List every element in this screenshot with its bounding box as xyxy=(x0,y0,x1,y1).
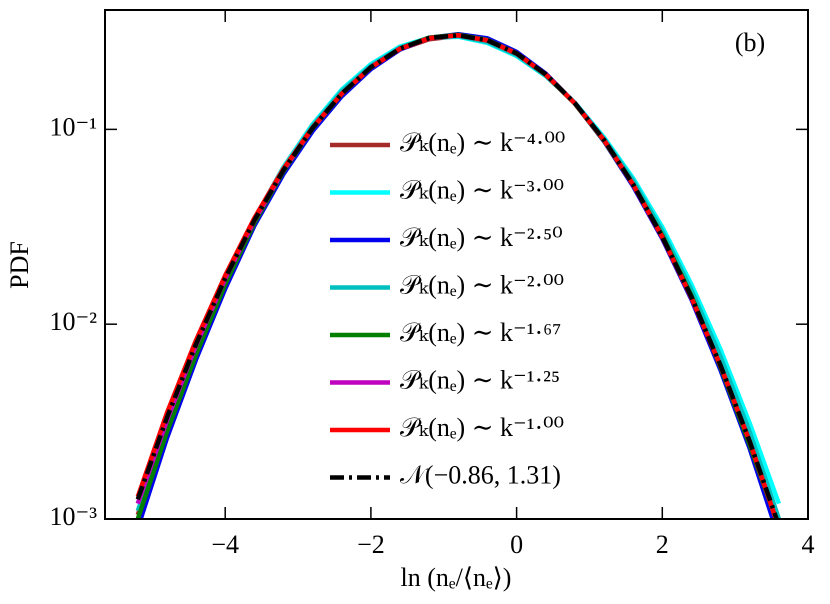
x-tick-label: −2 xyxy=(357,530,385,559)
x-tick-label: 2 xyxy=(656,530,669,559)
x-tick-label: −4 xyxy=(211,530,239,559)
legend-label: 𝒫ₖ(nₑ) ∼ k⁻¹·⁶⁷ xyxy=(400,318,561,347)
legend-label: 𝒫ₖ(nₑ) ∼ k⁻¹·²⁵ xyxy=(400,365,560,394)
y-axis-label: PDF xyxy=(5,241,34,289)
y-tick-label: 10⁻² xyxy=(49,307,97,336)
legend-label: 𝒫ₖ(nₑ) ∼ k⁻¹·⁰⁰ xyxy=(400,413,564,442)
plot-area xyxy=(135,31,782,519)
x-tick-label: 0 xyxy=(510,530,523,559)
legend-label: 𝒫ₖ(nₑ) ∼ k⁻²·⁰⁰ xyxy=(400,270,564,299)
x-tick-label: 4 xyxy=(802,530,815,559)
y-tick-label: 10⁻¹ xyxy=(49,112,97,141)
legend-label: 𝒫ₖ(nₑ) ∼ k⁻⁴·⁰⁰ xyxy=(400,128,565,157)
legend-label: 𝒩(−0.86, 1.31) xyxy=(400,460,561,489)
y-tick-label: 10⁻³ xyxy=(49,502,97,531)
legend-label: 𝒫ₖ(nₑ) ∼ k⁻²·⁵⁰ xyxy=(400,223,563,252)
legend-label: 𝒫ₖ(nₑ) ∼ k⁻³·⁰⁰ xyxy=(400,175,564,204)
axes-frame xyxy=(104,9,809,520)
series-line xyxy=(135,33,779,519)
annotation: (b) xyxy=(735,28,765,57)
x-axis-label: ln (nₑ/⟨nₑ⟩) xyxy=(401,563,512,592)
